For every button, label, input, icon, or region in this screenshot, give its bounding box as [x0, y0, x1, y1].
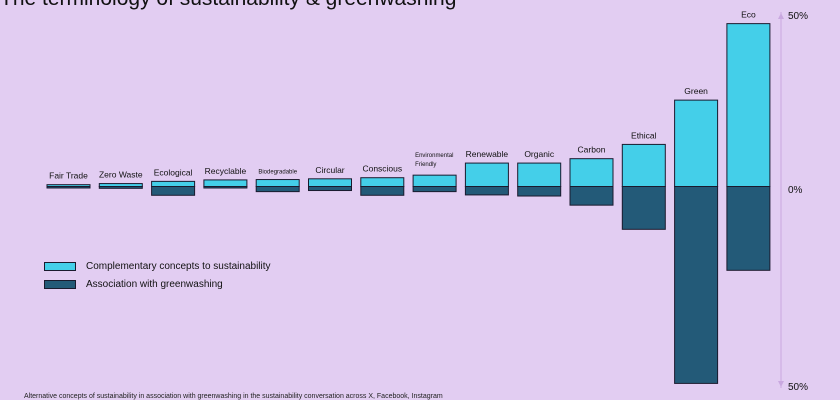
- y-axis-arrow-up: [778, 13, 784, 19]
- bar-greenwashing-circular: [308, 186, 352, 192]
- bar-greenwashing-carbon: [569, 186, 614, 206]
- category-label-environmental-friendly: Environmental Friendly: [415, 153, 453, 168]
- legend-swatch-greenwashing: [44, 279, 76, 289]
- bar-complementary-conscious: [360, 177, 405, 188]
- bar-greenwashing-environmental-friendly: [412, 186, 457, 193]
- category-label-carbon: Carbon: [578, 145, 606, 155]
- bar-greenwashing-conscious: [360, 186, 405, 196]
- y-tick-label: 0%: [788, 185, 803, 196]
- bar-complementary-carbon: [569, 158, 614, 188]
- bar-greenwashing-fair-trade: [46, 186, 91, 189]
- category-label-biodegradable: Biodegradable: [258, 170, 297, 176]
- category-label-circular: Circular: [315, 165, 344, 175]
- y-tick-label: 50%: [788, 11, 808, 22]
- bar-greenwashing-ecological: [151, 186, 196, 196]
- bar-greenwashing-recyclable: [203, 186, 248, 189]
- bar-greenwashing-eco: [726, 186, 771, 271]
- legend-item-greenwashing: Association with greenwashing: [44, 276, 271, 292]
- bar-greenwashing-green: [674, 186, 719, 384]
- category-label-ethical: Ethical: [631, 130, 657, 140]
- y-axis-arrow-down: [778, 381, 784, 387]
- y-tick-label: 50%: [788, 382, 808, 393]
- bar-complementary-circular: [308, 178, 352, 187]
- bar-greenwashing-biodegradable: [255, 186, 300, 193]
- bar-complementary-ethical: [621, 143, 666, 188]
- legend-label-complementary: Complementary concepts to sustainability: [86, 260, 271, 272]
- legend-label-greenwashing: Association with greenwashing: [86, 278, 223, 290]
- bar-complementary-green: [674, 99, 719, 187]
- bar-greenwashing-renewable: [464, 186, 509, 196]
- bar-complementary-renewable: [464, 162, 509, 188]
- bar-greenwashing-ethical: [621, 186, 666, 230]
- category-label-zero-waste: Zero Waste: [99, 170, 143, 180]
- bar-complementary-organic: [517, 162, 562, 188]
- bar-greenwashing-organic: [517, 186, 562, 197]
- category-label-conscious: Conscious: [362, 164, 402, 174]
- bar-complementary-biodegradable: [255, 179, 300, 188]
- bar-complementary-ecological: [151, 180, 196, 188]
- legend-swatch-complementary: [44, 261, 76, 271]
- category-label-eco: Eco: [741, 10, 756, 20]
- category-label-renewable: Renewable: [466, 149, 509, 159]
- bar-complementary-eco: [726, 23, 771, 187]
- category-label-fair-trade: Fair Trade: [49, 171, 88, 181]
- category-label-organic: Organic: [524, 149, 555, 159]
- category-label-ecological: Ecological: [154, 167, 193, 177]
- category-label-recyclable: Recyclable: [205, 166, 247, 176]
- chart-footnote: Alternative concepts of sustainability i…: [24, 393, 443, 400]
- chart-title: The terminology of sustainability & gree…: [0, 0, 456, 11]
- bar-complementary-environmental-friendly: [412, 174, 457, 188]
- chart-legend: Complementary concepts to sustainability…: [44, 258, 271, 294]
- bar-greenwashing-zero-waste: [98, 186, 143, 189]
- category-label-green: Green: [684, 86, 708, 96]
- bar-complementary-recyclable: [203, 179, 248, 188]
- legend-item-complementary: Complementary concepts to sustainability: [44, 258, 271, 274]
